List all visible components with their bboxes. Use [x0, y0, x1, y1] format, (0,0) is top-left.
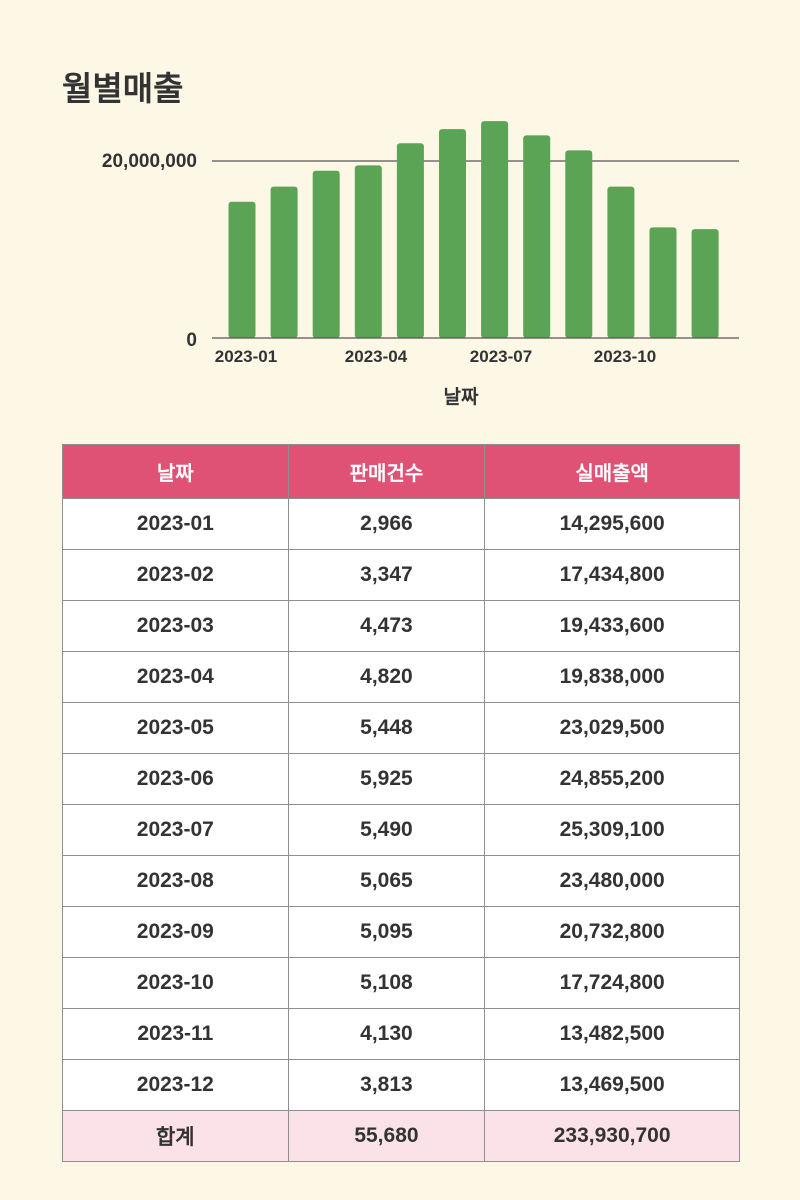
count-cell: 5,448 [287, 702, 486, 754]
count-cell: 2,966 [287, 498, 486, 550]
table-row: 2023-02 3,347 17,434,800 [62, 549, 740, 601]
date-cell: 2023-09 [62, 906, 289, 958]
bar-2023-09 [565, 150, 593, 338]
bar-2023-01 [228, 201, 256, 338]
count-cell: 4,820 [287, 651, 486, 703]
revenue-cell: 19,433,600 [484, 600, 740, 652]
table-row: 2023-06 5,925 24,855,200 [62, 753, 740, 805]
revenue-cell: 19,838,000 [484, 651, 740, 703]
bar-2023-05 [396, 143, 424, 338]
revenue-cell: 17,724,800 [484, 957, 740, 1009]
revenue-cell: 13,482,500 [484, 1008, 740, 1060]
table-header-row: 날짜 판매건수 실매출액 [62, 444, 740, 499]
bar-2023-12 [691, 229, 719, 338]
date-cell: 2023-07 [62, 804, 289, 856]
count-cell: 3,347 [287, 549, 486, 601]
revenue-cell: 25,309,100 [484, 804, 740, 856]
count-cell: 4,473 [287, 600, 486, 652]
bar-2023-06 [439, 129, 466, 338]
bar-2023-03 [312, 170, 340, 338]
revenue-cell: 13,469,500 [484, 1059, 740, 1111]
revenue-cell: 17,434,800 [484, 549, 740, 601]
date-cell: 2023-11 [62, 1008, 289, 1060]
total-label: 합계 [62, 1110, 289, 1162]
date-cell: 2023-03 [62, 600, 289, 652]
date-cell: 2023-08 [62, 855, 289, 907]
date-cell: 2023-06 [62, 753, 289, 805]
date-cell: 2023-12 [62, 1059, 289, 1111]
total-row: 합계 55,680 233,930,700 [62, 1110, 740, 1162]
bar-2023-11 [649, 227, 677, 338]
table-row: 2023-01 2,966 14,295,600 [62, 498, 740, 550]
revenue-cell: 14,295,600 [484, 498, 740, 550]
count-cell: 5,925 [287, 753, 486, 805]
revenue-cell: 24,855,200 [484, 753, 740, 805]
count-cell: 3,813 [287, 1059, 486, 1111]
y-tick-label: 20,000,000 [102, 151, 197, 172]
revenue-cell: 23,029,500 [484, 702, 740, 754]
date-cell: 2023-10 [62, 957, 289, 1009]
bar-chart: 20,000,000 0 2023-01 2023-04 2023-07 202… [102, 121, 739, 408]
table-row: 2023-04 4,820 19,838,000 [62, 651, 740, 703]
x-tick-label: 2023-01 [215, 347, 277, 366]
chart-title: 월별매출 [62, 70, 184, 107]
table-row: 2023-03 4,473 19,433,600 [62, 600, 740, 652]
revenue-cell: 23,480,000 [484, 855, 740, 907]
bar-2023-04 [354, 165, 382, 338]
date-cell: 2023-01 [62, 498, 289, 550]
count-cell: 5,065 [287, 855, 486, 907]
date-cell: 2023-05 [62, 702, 289, 754]
header-count: 판매건수 [287, 444, 486, 499]
count-cell: 5,490 [287, 804, 486, 856]
bar-2023-08 [523, 135, 551, 338]
x-tick-label: 2023-10 [594, 347, 656, 366]
count-cell: 5,108 [287, 957, 486, 1009]
x-tick-label: 2023-04 [345, 347, 408, 366]
count-cell: 4,130 [287, 1008, 486, 1060]
table-row: 2023-08 5,065 23,480,000 [62, 855, 740, 907]
header-date: 날짜 [62, 444, 289, 499]
revenue-cell: 20,732,800 [484, 906, 740, 958]
y-tick-label: 0 [186, 330, 197, 351]
bars [228, 121, 719, 338]
bar-2023-02 [270, 186, 298, 338]
x-axis-label: 날짜 [444, 386, 479, 408]
total-count: 55,680 [287, 1110, 486, 1162]
date-cell: 2023-04 [62, 651, 289, 703]
table-row: 2023-07 5,490 25,309,100 [62, 804, 740, 856]
table-row: 2023-05 5,448 23,029,500 [62, 702, 740, 754]
x-tick-label: 2023-07 [470, 347, 532, 366]
table-row: 2023-10 5,108 17,724,800 [62, 957, 740, 1009]
table-row: 2023-12 3,813 13,469,500 [62, 1059, 740, 1111]
bar-2023-07 [481, 121, 509, 338]
table-row: 2023-11 4,130 13,482,500 [62, 1008, 740, 1060]
bar-2023-10 [607, 186, 635, 338]
total-revenue: 233,930,700 [484, 1110, 740, 1162]
date-cell: 2023-02 [62, 549, 289, 601]
header-revenue: 실매출액 [484, 444, 740, 499]
table-row: 2023-09 5,095 20,732,800 [62, 906, 740, 958]
count-cell: 5,095 [287, 906, 486, 958]
sales-table: 날짜 판매건수 실매출액 2023-01 2,966 14,295,600 2023-… [62, 444, 740, 1162]
